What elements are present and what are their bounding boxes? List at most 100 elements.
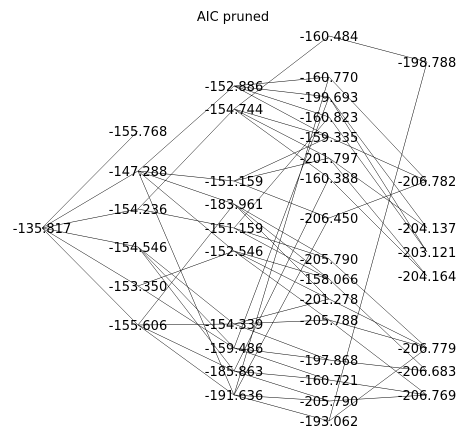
tree-edge — [137, 203, 235, 326]
node-label: -204.164 — [398, 270, 456, 285]
tree-edge — [328, 116, 428, 253]
node-label: -198.788 — [398, 56, 456, 71]
tree-edge — [233, 108, 330, 159]
node-label: -160.823 — [300, 111, 358, 126]
tree-edge — [328, 319, 428, 396]
tree-edge — [328, 180, 428, 219]
tree-edge — [137, 108, 235, 210]
node-label: -147.288 — [109, 165, 167, 180]
node-label: -205.790 — [300, 253, 358, 268]
node-label: -201.797 — [300, 152, 358, 167]
tree-edge — [137, 250, 235, 287]
tree-edge — [328, 76, 428, 182]
tree-edge — [328, 61, 428, 422]
tree-edge — [233, 370, 330, 381]
tree-edge — [233, 85, 330, 138]
node-label: -206.450 — [300, 212, 358, 227]
tree-edge — [137, 246, 235, 372]
node-label: -160.770 — [300, 71, 358, 86]
tree-edge — [233, 217, 330, 396]
tree-edge — [328, 278, 428, 372]
tree-edge — [41, 130, 139, 229]
node-label: -206.779 — [398, 342, 456, 357]
tree-edge — [137, 324, 235, 396]
node-label: -193.062 — [300, 415, 358, 430]
tree-edge — [328, 394, 428, 402]
tree-edge — [233, 298, 330, 325]
tree-edge — [233, 203, 330, 280]
tree-edge — [137, 85, 235, 172]
node-label: -159.486 — [205, 342, 263, 357]
node-label: -151.159 — [205, 175, 263, 190]
tree-edge — [137, 170, 235, 205]
node-label: -204.137 — [398, 222, 456, 237]
edge-layer — [41, 35, 428, 422]
tree-edge — [328, 177, 428, 277]
tree-edge — [233, 203, 330, 260]
tree-edge — [328, 319, 428, 349]
tree-edge — [41, 170, 139, 229]
node-label: -191.636 — [205, 389, 263, 404]
tree-edge — [328, 96, 428, 229]
tree-edge — [328, 258, 428, 349]
node-label: -158.066 — [300, 273, 358, 288]
tree-edge — [137, 170, 235, 396]
tree-edge — [233, 370, 330, 402]
tree-edge — [137, 324, 235, 372]
node-label: -135.817 — [13, 222, 71, 237]
node-label: -203.121 — [398, 246, 456, 261]
tree-edge — [137, 285, 235, 349]
node-label: -206.769 — [398, 389, 456, 404]
tree-edge — [233, 85, 330, 98]
node-label: -206.782 — [398, 175, 456, 190]
tree-edge — [233, 96, 330, 349]
tree-edge — [233, 76, 330, 87]
tree-edge — [137, 170, 235, 182]
tree-edge — [233, 108, 330, 179]
node-label: -205.790 — [300, 395, 358, 410]
tree-edge — [233, 250, 330, 280]
tree-edge — [233, 35, 330, 110]
tree-edge — [137, 208, 235, 229]
node-label: -160.721 — [300, 374, 358, 389]
tree-edge — [233, 394, 330, 402]
tree-edge — [233, 116, 330, 229]
node-label: -154.339 — [205, 318, 263, 333]
tree-edge — [137, 323, 235, 326]
tree-edge — [233, 227, 330, 260]
node-label: -185.863 — [205, 365, 263, 380]
tree-edge — [233, 323, 330, 361]
tree-edge — [328, 157, 428, 229]
tree-edge — [233, 177, 330, 372]
node-label: -199.693 — [300, 91, 358, 106]
tree-edge — [233, 157, 330, 182]
tree-edge — [41, 227, 139, 287]
tree-edge — [328, 157, 428, 277]
node-label: -153.350 — [109, 280, 167, 295]
node-label: -205.788 — [300, 314, 358, 329]
label-layer: -135.817 -155.768 -147.288 -154.236 -154.546… — [13, 30, 456, 430]
diagram-title: AIC pruned — [197, 10, 269, 25]
tree-edge — [328, 298, 428, 349]
tree-edge — [233, 180, 330, 219]
tree-edge — [233, 203, 330, 300]
tree-edge — [41, 227, 139, 248]
tree-edge — [137, 246, 235, 349]
node-label: -201.278 — [300, 293, 358, 308]
node-label: -197.868 — [300, 354, 358, 369]
tree-edge — [233, 85, 330, 118]
tree-edge — [328, 347, 428, 422]
tree-edge — [328, 96, 428, 253]
tree-edge — [328, 35, 428, 63]
node-label: -206.683 — [398, 365, 456, 380]
tree-edge — [233, 347, 330, 381]
node-label: -154.744 — [205, 103, 263, 118]
tree-edge — [137, 246, 235, 325]
node-label: -154.236 — [109, 203, 167, 218]
tree-edge — [137, 170, 235, 252]
node-label: -152.546 — [205, 245, 263, 260]
tree-edge — [233, 136, 330, 182]
node-label: -155.606 — [109, 319, 167, 334]
